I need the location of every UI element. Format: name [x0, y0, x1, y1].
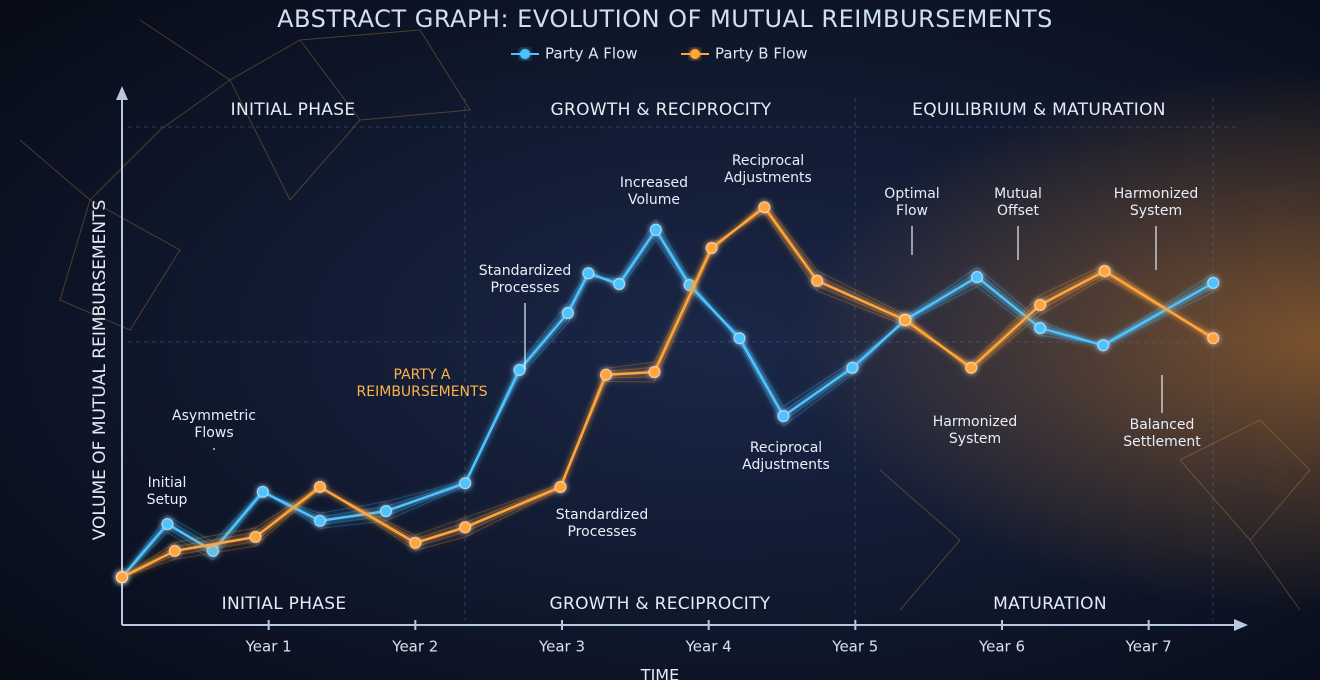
data-point — [758, 201, 771, 214]
data-point — [379, 505, 393, 518]
annotation: Reciprocal — [750, 440, 822, 456]
annotation: Volume — [628, 192, 680, 208]
y-axis-label: VOLUME OF MUTUAL REIMBURSEMENTS — [90, 200, 110, 541]
annotation: Adjustments — [742, 457, 830, 473]
data-point — [206, 544, 220, 557]
phase-label: GROWTH & RECIPROCITY — [550, 594, 771, 614]
annotation: Flows — [194, 425, 233, 441]
annotation: Mutual — [994, 186, 1042, 202]
legend-label: Party B Flow — [715, 45, 808, 63]
annotation: Reciprocal — [732, 153, 804, 169]
data-point — [648, 365, 661, 379]
data-point — [256, 485, 269, 498]
data-point — [459, 477, 472, 490]
phase-label: INITIAL PHASE — [231, 100, 356, 120]
legend-label: Party A Flow — [545, 45, 638, 63]
data-point — [599, 368, 613, 381]
data-point — [970, 270, 984, 284]
annotation: System — [949, 431, 1001, 447]
data-point — [554, 480, 567, 494]
annotation: Optimal — [884, 186, 939, 202]
decor-network — [19, 19, 1311, 611]
data-point — [705, 241, 718, 255]
data-point — [409, 536, 422, 549]
data-point — [1097, 339, 1110, 352]
annotation: PARTY A — [394, 367, 451, 383]
x-axis-label: TIME — [640, 666, 679, 680]
annotation: Asymmetric — [172, 408, 256, 424]
x-tick-label: Year 7 — [1125, 638, 1172, 656]
x-tick-label: Year 6 — [978, 638, 1025, 656]
x-tick-label: Year 2 — [391, 638, 438, 656]
x-axis-arrow — [1234, 619, 1248, 631]
data-point — [1098, 265, 1111, 278]
annotation: Increased — [620, 175, 688, 191]
axes — [116, 86, 1248, 631]
y-axis-arrow — [116, 86, 128, 100]
series — [115, 201, 1220, 584]
data-point — [313, 480, 327, 494]
legend-marker — [690, 49, 700, 59]
data-point — [168, 544, 181, 557]
data-point — [1034, 321, 1047, 335]
annotation: REIMBURSEMENTS — [357, 384, 488, 400]
annotation: Initial — [148, 475, 187, 491]
data-point — [582, 267, 595, 280]
data-point — [561, 306, 574, 320]
annotation: Balanced — [1130, 417, 1195, 433]
data-point — [649, 223, 662, 236]
data-point — [115, 571, 129, 584]
phase-label: INITIAL PHASE — [222, 594, 347, 614]
series-echo — [121, 211, 1214, 578]
x-tick-label: Year 1 — [245, 638, 292, 656]
annotation: Standardized — [479, 263, 571, 279]
data-point — [513, 363, 526, 377]
annotation: Settlement — [1123, 434, 1201, 450]
chart-title: ABSTRACT GRAPH: EVOLUTION OF MUTUAL REIM… — [277, 5, 1053, 33]
annotation: Harmonized — [1114, 186, 1198, 202]
data-point — [249, 530, 262, 544]
data-point — [846, 361, 859, 374]
annotation: Adjustments — [724, 170, 812, 186]
series-echo — [121, 201, 1214, 578]
data-point — [777, 410, 790, 423]
phase-label: GROWTH & RECIPROCITY — [551, 100, 772, 120]
annotation: System — [1130, 203, 1182, 219]
annotation: Flow — [896, 203, 928, 219]
phase-label: EQUILIBRIUM & MATURATION — [912, 100, 1166, 120]
data-point — [313, 514, 327, 527]
data-point — [1034, 298, 1047, 312]
annotation: Setup — [147, 492, 188, 508]
x-tick-label: Year 3 — [538, 638, 585, 656]
x-tick-label: Year 5 — [831, 638, 878, 656]
data-point — [733, 332, 746, 345]
series — [115, 218, 1220, 584]
data-point — [161, 517, 174, 531]
data-point — [1207, 332, 1220, 345]
annotation: Processes — [567, 524, 636, 540]
data-point — [965, 361, 978, 374]
annotation: Harmonized — [933, 414, 1017, 430]
phase-label: MATURATION — [993, 594, 1107, 614]
data-point — [899, 313, 912, 327]
data-point — [613, 277, 626, 291]
annotation: Offset — [997, 203, 1040, 219]
data-point — [811, 274, 824, 287]
data-point — [1207, 276, 1220, 290]
legend-marker — [520, 49, 530, 59]
annotation: Processes — [490, 280, 559, 296]
annotation: Standardized — [556, 507, 648, 523]
x-tick-label: Year 4 — [685, 638, 732, 656]
data-point — [459, 521, 472, 534]
